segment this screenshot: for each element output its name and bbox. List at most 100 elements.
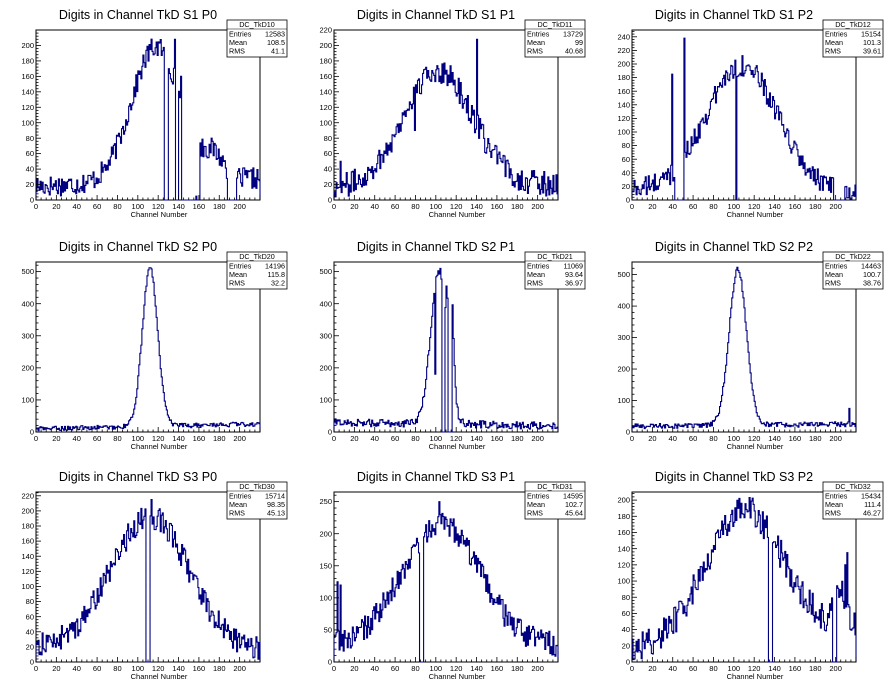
stats-box-frame — [524, 251, 586, 290]
x-tick-label: 80 — [709, 434, 717, 443]
stats-value-rms: 38.76 — [863, 279, 881, 288]
y-tick-label: 0 — [626, 196, 630, 205]
x-tick-label: 180 — [511, 664, 524, 673]
y-tick-label: 160 — [617, 87, 630, 96]
y-tick-label: 100 — [21, 396, 34, 405]
y-tick-label: 40 — [26, 165, 34, 174]
x-axis-label: Channel Number — [131, 672, 188, 681]
y-tick-label: 240 — [617, 32, 630, 41]
x-tick-label: 40 — [371, 202, 379, 211]
x-tick-label: 60 — [391, 664, 399, 673]
stats-label-rms: RMS — [527, 47, 543, 56]
y-tick-label: 60 — [26, 612, 34, 621]
stats-label-rms: RMS — [527, 279, 543, 288]
y-tick-label: 80 — [622, 141, 630, 150]
x-axis-label: Channel Number — [429, 210, 486, 219]
panel-title: Digits in Channel TkD S2 P2 — [655, 240, 813, 254]
y-tick-label: 100 — [617, 577, 630, 586]
stats-value-rms: 40.68 — [565, 47, 583, 56]
y-tick-label: 150 — [319, 561, 332, 570]
x-tick-label: 80 — [411, 664, 419, 673]
stats-box-frame — [524, 19, 586, 58]
x-axis-label: Channel Number — [131, 210, 188, 219]
stats-value-entries: 13729 — [563, 30, 583, 39]
y-tick-label: 300 — [617, 333, 630, 342]
x-tick-label: 20 — [350, 202, 358, 211]
x-tick-label: 200 — [531, 664, 544, 673]
x-tick-label: 60 — [93, 434, 101, 443]
x-tick-label: 0 — [630, 202, 634, 211]
x-tick-label: 40 — [73, 202, 81, 211]
panel-title: Digits in Channel TkD S3 P1 — [357, 470, 515, 484]
stats-label-entries: Entries — [825, 492, 848, 501]
x-tick-label: 120 — [152, 664, 165, 673]
x-tick-label: 0 — [332, 664, 336, 673]
x-axis-label: Channel Number — [727, 442, 784, 451]
x-tick-label: 120 — [748, 202, 761, 211]
y-tick-label: 100 — [617, 396, 630, 405]
stats-label-entries: Entries — [825, 30, 848, 39]
y-tick-label: 200 — [21, 41, 34, 50]
y-tick-label: 80 — [622, 593, 630, 602]
x-tick-label: 0 — [630, 434, 634, 443]
y-tick-label: 300 — [21, 331, 34, 340]
x-tick-label: 20 — [350, 434, 358, 443]
y-tick-label: 20 — [26, 642, 34, 651]
stats-value-entries: 12583 — [265, 30, 285, 39]
stats-box-frame — [226, 251, 288, 290]
stats-label-entries: Entries — [527, 492, 550, 501]
y-tick-label: 60 — [26, 149, 34, 158]
x-tick-label: 60 — [689, 202, 697, 211]
x-tick-label: 200 — [233, 202, 246, 211]
y-tick-label: 120 — [617, 560, 630, 569]
x-tick-label: 40 — [73, 434, 81, 443]
histogram-series — [35, 499, 261, 663]
x-tick-label: 180 — [809, 434, 822, 443]
y-tick-label: 180 — [617, 512, 630, 521]
x-axis-label: Channel Number — [727, 210, 784, 219]
plot-frame — [35, 491, 261, 663]
stats-value-entries: 14196 — [265, 262, 285, 271]
histogram-panel-5: Digits in Channel TkD S2 P1 0 20 40 60 80 100 1… — [319, 240, 586, 451]
x-tick-label: 160 — [491, 434, 504, 443]
x-tick-label: 200 — [233, 664, 246, 673]
x-tick-label: 100 — [132, 202, 145, 211]
y-tick-label: 200 — [319, 41, 332, 50]
stats-value-rms: 32.2 — [271, 279, 285, 288]
stats-label-mean: Mean — [527, 500, 545, 509]
histogram-series — [35, 267, 261, 432]
stats-value-entries: 11069 — [564, 262, 583, 271]
plot-frame — [631, 29, 857, 201]
y-tick-label: 200 — [319, 363, 332, 372]
y-tick-label: 200 — [617, 496, 630, 505]
y-tick-label: 160 — [319, 72, 332, 81]
y-tick-label: 100 — [21, 118, 34, 127]
x-tick-label: 140 — [172, 434, 185, 443]
stats-label-mean: Mean — [229, 270, 247, 279]
stats-value-mean: 108.5 — [267, 38, 285, 47]
plot-frame — [35, 261, 261, 433]
x-tick-label: 80 — [709, 664, 717, 673]
x-tick-label: 140 — [470, 434, 483, 443]
stats-label-rms: RMS — [825, 509, 841, 518]
x-tick-label: 0 — [630, 664, 634, 673]
y-tick-label: 0 — [30, 196, 34, 205]
stats-label-mean: Mean — [527, 270, 545, 279]
y-tick-label: 40 — [622, 625, 630, 634]
x-tick-label: 180 — [213, 202, 226, 211]
x-axis-label: Channel Number — [131, 442, 188, 451]
x-tick-label: 40 — [669, 434, 677, 443]
y-tick-label: 100 — [617, 128, 630, 137]
y-tick-label: 140 — [617, 544, 630, 553]
stats-value-mean: 102.7 — [565, 500, 583, 509]
stats-label-entries: Entries — [527, 30, 550, 39]
x-tick-label: 40 — [669, 202, 677, 211]
stats-name: DC_TkD30 — [239, 482, 275, 491]
histogram-panel-9: Digits in Channel TkD S3 P2 0 20 40 60 80 100 1… — [617, 470, 884, 681]
x-tick-label: 0 — [34, 434, 38, 443]
y-tick-label: 120 — [21, 103, 34, 112]
x-tick-label: 140 — [768, 202, 781, 211]
x-tick-label: 160 — [789, 434, 802, 443]
